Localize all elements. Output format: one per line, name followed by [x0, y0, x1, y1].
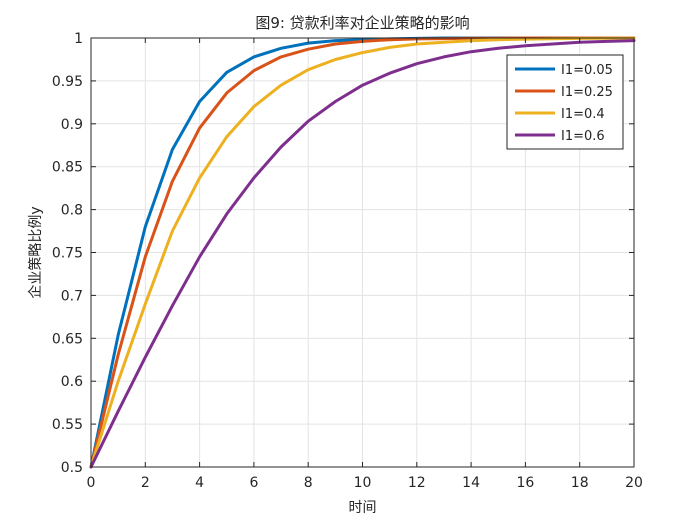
x-axis-title: 时间	[349, 500, 377, 516]
y-tick-label: 0.75	[52, 246, 83, 262]
chart-title: 图9: 贷款利率对企业策略的影响	[255, 14, 469, 32]
series-line-I1=0.6	[89, 39, 636, 469]
y-tick-label: 0.9	[61, 117, 83, 133]
x-tick-label: 6	[249, 475, 258, 491]
legend-label: I1=0.4	[561, 107, 605, 122]
x-tick-label: 14	[462, 475, 480, 491]
x-tick-label: 20	[625, 475, 643, 491]
labels: 0 2 4 6 8 10 12 14 16 18 20 0.5 0.55 0.6 0.65 0.7 0.75 0.…	[52, 31, 643, 491]
series-line-I1=0.4	[89, 36, 636, 469]
x-tick-label: 10	[354, 475, 372, 491]
legend-label: I1=0.05	[561, 63, 613, 78]
y-tick-label: 0.95	[52, 74, 83, 90]
x-tick-label: 0	[87, 475, 96, 491]
x-tick-label: 8	[304, 475, 313, 491]
y-tick-label: 0.5	[61, 460, 83, 476]
y-axis-title: 企业策略比例y	[27, 206, 44, 298]
y-tick-label: 0.8	[61, 203, 83, 219]
x-tick-label: 16	[516, 475, 534, 491]
x-tick-label: 12	[408, 475, 426, 491]
y-tick-label: 0.55	[52, 417, 83, 433]
x-tick-label: 2	[141, 475, 150, 491]
y-tick-label: 1	[74, 31, 83, 47]
legend: I1=0.05 I1=0.25 I1=0.4 I1=0.6	[506, 54, 624, 150]
ticks	[90, 37, 635, 468]
y-tick-label: 0.85	[52, 160, 83, 176]
x-tick-label: 4	[195, 475, 204, 491]
y-tick-label: 0.6	[61, 374, 83, 390]
y-tick-label: 0.7	[61, 288, 83, 304]
legend-label: I1=0.6	[561, 129, 605, 144]
legend-label: I1=0.25	[561, 85, 613, 100]
y-tick-label: 0.65	[52, 331, 83, 347]
legend-box	[506, 54, 624, 150]
x-tick-label: 18	[571, 475, 589, 491]
